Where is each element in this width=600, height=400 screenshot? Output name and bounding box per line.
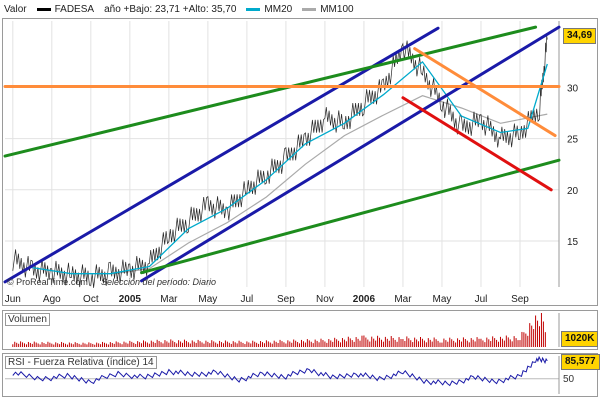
x-tick-label: Mar	[394, 294, 412, 305]
x-tick-label: Sep	[277, 294, 295, 305]
range-text: año +Bajo: 23,71 +Alto: 35,70	[104, 3, 237, 15]
rsi-chart	[5, 355, 560, 394]
x-tick-label: Mar	[160, 294, 178, 305]
header-label: Valor	[4, 3, 27, 15]
ma100-swatch	[302, 7, 317, 11]
rsi-title: RSI - Fuerza Relativa (índice) 14	[5, 356, 157, 369]
ma100-label: MM100	[320, 3, 354, 15]
x-tick-label: Jul	[240, 294, 253, 305]
legend-price: FADESA	[36, 3, 95, 15]
x-tick-label: Nov	[316, 294, 334, 305]
y-tick-label: 25	[567, 135, 579, 146]
y-tick-label: 30	[567, 84, 579, 95]
price-chart: Jun Ago Oct 2005 Mar May Jul Sep Nov 2006 Mar May Ju…	[3, 21, 579, 305]
ma20-label: MM20	[264, 3, 293, 15]
x-tick-label: May	[433, 294, 452, 305]
volume-title: Volumen	[5, 313, 50, 326]
volume-chart	[12, 313, 560, 347]
credit-text: © ProRealTime.com	[7, 277, 88, 287]
rsi-value-box: 85,577	[561, 354, 600, 370]
legend-ma100: MM100	[302, 3, 354, 15]
ma100-line	[114, 95, 548, 275]
y-tick-label: 15	[567, 237, 579, 248]
ticker-label: FADESA	[54, 3, 95, 15]
trend-line-channel-blue	[3, 26, 440, 284]
ma20-swatch	[246, 7, 261, 11]
period-text: Selección del período: Diario	[101, 277, 217, 287]
chart-header: Valor FADESA año +Bajo: 23,71 +Alto: 35,…	[4, 0, 364, 18]
x-tick-label: May	[198, 294, 217, 305]
volume-value-box: 1020K	[561, 331, 599, 347]
x-tick-label: 2005	[119, 294, 142, 305]
price-line	[12, 35, 548, 288]
trend-line-resistance-orange	[413, 47, 557, 138]
rsi-panel: RSI - Fuerza Relativa (índice) 14 85,577…	[2, 353, 600, 397]
x-tick-label: Oct	[83, 294, 99, 305]
trend-line-channel-green	[140, 158, 561, 275]
volume-panel: Volumen 1020K	[2, 310, 599, 350]
x-tick-label: Sep	[511, 294, 529, 305]
trend-line-channel-green	[3, 25, 538, 158]
trend-line-support-red	[401, 96, 553, 192]
y-tick-label: 20	[567, 186, 579, 197]
rsi-tick-50: 50	[563, 374, 575, 385]
x-tick-label: 2006	[353, 294, 376, 305]
x-tick-label: Jun	[5, 294, 21, 305]
legend-ma20: MM20	[246, 4, 292, 15]
trend-line-channel-blue	[140, 25, 561, 283]
x-tick-label: Ago	[43, 294, 61, 305]
rsi-line	[12, 355, 548, 387]
ma20-line	[32, 60, 548, 275]
x-tick-label: Jul	[475, 294, 488, 305]
last-price-box: 34,69	[563, 28, 597, 44]
price-swatch	[36, 7, 51, 11]
price-panel: Jun Ago Oct 2005 Mar May Jul Sep Nov 2006 Mar May Ju…	[2, 18, 598, 306]
